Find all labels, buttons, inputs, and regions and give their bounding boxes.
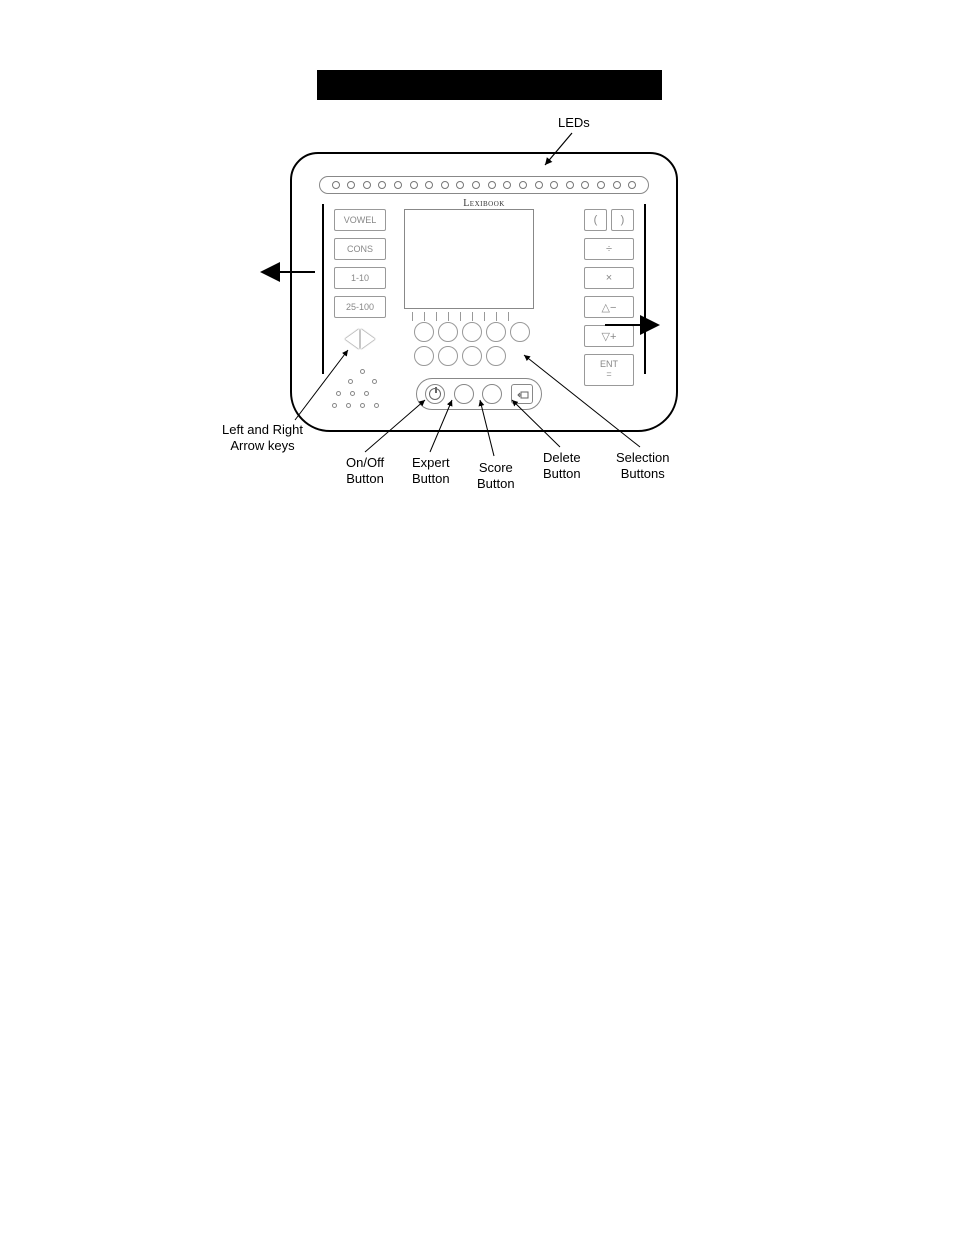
control-oval bbox=[416, 378, 542, 410]
screen bbox=[404, 209, 534, 309]
title-bar bbox=[317, 70, 662, 100]
selection-row-1 bbox=[414, 322, 530, 342]
led-indicator bbox=[425, 181, 433, 189]
led-indicator bbox=[394, 181, 402, 189]
led-indicator bbox=[347, 181, 355, 189]
onoff-button[interactable] bbox=[425, 384, 445, 404]
down-plus-button[interactable]: ▽+ bbox=[584, 325, 634, 347]
label-expert: Expert Button bbox=[412, 455, 450, 486]
divider-right bbox=[644, 204, 646, 374]
open-bracket-button[interactable]: ( bbox=[584, 209, 607, 231]
led-indicator bbox=[566, 181, 574, 189]
left-button-column: VOWEL CONS 1-10 25-100 bbox=[334, 209, 386, 349]
cons-button[interactable]: CONS bbox=[334, 238, 386, 260]
divide-button[interactable]: ÷ bbox=[584, 238, 634, 260]
selection-button[interactable] bbox=[414, 346, 434, 366]
led-indicator bbox=[535, 181, 543, 189]
led-indicator bbox=[378, 181, 386, 189]
multiply-button[interactable]: × bbox=[584, 267, 634, 289]
led-indicator bbox=[628, 181, 636, 189]
vowel-button[interactable]: VOWEL bbox=[334, 209, 386, 231]
led-indicator bbox=[332, 181, 340, 189]
selection-button[interactable] bbox=[462, 322, 482, 342]
arrow-keys bbox=[334, 329, 386, 349]
led-indicator bbox=[550, 181, 558, 189]
label-onoff: On/Off Button bbox=[346, 455, 384, 486]
twentyfive-hundred-button[interactable]: 25-100 bbox=[334, 296, 386, 318]
up-minus-button[interactable]: △− bbox=[584, 296, 634, 318]
right-button-column: ( ) ÷ × △− ▽+ ENT = bbox=[584, 209, 634, 386]
selection-button[interactable] bbox=[462, 346, 482, 366]
selection-row-2 bbox=[414, 346, 506, 366]
led-indicator bbox=[456, 181, 464, 189]
label-leds: LEDs bbox=[558, 115, 590, 131]
led-indicator bbox=[488, 181, 496, 189]
selection-button[interactable] bbox=[438, 322, 458, 342]
led-indicator bbox=[519, 181, 527, 189]
label-selection: Selection Buttons bbox=[616, 450, 669, 481]
one-ten-button[interactable]: 1-10 bbox=[334, 267, 386, 289]
divider-left bbox=[322, 204, 324, 374]
brand-label: Lexibook bbox=[463, 198, 505, 209]
selection-button[interactable] bbox=[438, 346, 458, 366]
device-outline: Lexibook VOWEL CONS 1-10 25-100 ( ) ÷ × … bbox=[290, 152, 678, 432]
label-delete: Delete Button bbox=[543, 450, 581, 481]
label-score: Score Button bbox=[477, 460, 515, 491]
led-indicator bbox=[472, 181, 480, 189]
score-button[interactable] bbox=[482, 384, 502, 404]
delete-button[interactable] bbox=[511, 384, 533, 404]
equals-label: = bbox=[606, 370, 611, 380]
ent-equals-button[interactable]: ENT = bbox=[584, 354, 634, 386]
left-arrow-key[interactable] bbox=[345, 329, 359, 349]
selection-button[interactable] bbox=[486, 346, 506, 366]
led-indicator bbox=[503, 181, 511, 189]
expert-button[interactable] bbox=[454, 384, 474, 404]
led-indicator bbox=[581, 181, 589, 189]
selection-button[interactable] bbox=[414, 322, 434, 342]
selection-button[interactable] bbox=[510, 322, 530, 342]
led-indicator bbox=[441, 181, 449, 189]
speaker-dots bbox=[330, 369, 400, 417]
selection-button[interactable] bbox=[486, 322, 506, 342]
led-indicator bbox=[410, 181, 418, 189]
led-indicator bbox=[363, 181, 371, 189]
right-arrow-key[interactable] bbox=[361, 329, 375, 349]
led-row bbox=[319, 176, 649, 194]
close-bracket-button[interactable]: ) bbox=[611, 209, 634, 231]
screen-ticks bbox=[412, 312, 509, 321]
label-arrow-keys: Left and Right Arrow keys bbox=[222, 422, 303, 453]
led-indicator bbox=[613, 181, 621, 189]
led-indicator bbox=[597, 181, 605, 189]
